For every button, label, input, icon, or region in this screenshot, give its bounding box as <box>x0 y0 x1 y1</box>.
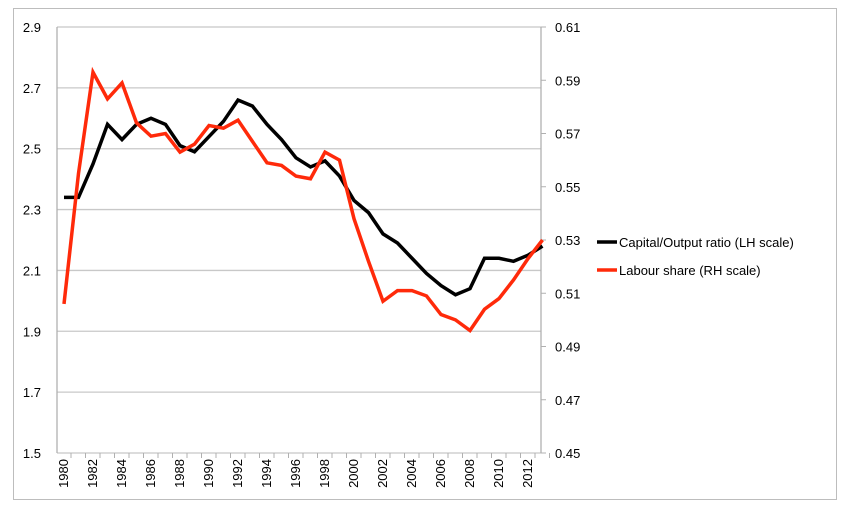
x-axis-tick-label: 1992 <box>230 459 245 488</box>
x-axis-tick-label: 2004 <box>404 459 419 488</box>
series-line-capital-output <box>64 97 544 297</box>
right-axis-tick-label: 0.51 <box>555 286 580 301</box>
right-axis-tick-label: 0.55 <box>555 180 580 195</box>
right-axis-tick-label: 0.47 <box>555 393 580 408</box>
left-axis-tick-label: 1.7 <box>23 385 41 400</box>
right-axis-tick-label: 0.45 <box>555 446 580 461</box>
x-axis-tick-label: 2006 <box>433 459 448 488</box>
legend-label: Labour share (RH scale) <box>619 263 761 278</box>
right-axis-tick-label: 0.57 <box>555 127 580 142</box>
left-axis-tick-label: 2.9 <box>23 20 41 35</box>
x-axis-tick-label: 2000 <box>346 459 361 488</box>
series-line-labour-share <box>62 66 544 334</box>
x-axis-tick-label: 2002 <box>375 459 390 488</box>
left-axis-tick-label: 2.5 <box>23 142 41 157</box>
left-axis-tick-label: 1.9 <box>23 324 41 339</box>
x-axis-tick-label: 1980 <box>56 459 71 488</box>
x-axis-tick-label: 1984 <box>114 459 129 488</box>
x-axis-tick-label: 2008 <box>462 459 477 488</box>
legend-label: Capital/Output ratio (LH scale) <box>619 235 794 250</box>
right-axis-tick-label: 0.49 <box>555 340 580 355</box>
x-axis-tick-label: 1986 <box>143 459 158 488</box>
x-axis-tick-label: 1990 <box>201 459 216 488</box>
x-axis-tick-label: 1988 <box>172 459 187 488</box>
x-axis-tick-label: 1998 <box>317 459 332 488</box>
right-axis-tick-label: 0.61 <box>555 20 580 35</box>
left-axis-tick-label: 2.1 <box>23 263 41 278</box>
left-axis-tick-label: 2.7 <box>23 81 41 96</box>
x-axis-tick-label: 2012 <box>520 459 535 488</box>
left-axis-tick-label: 1.5 <box>23 446 41 461</box>
right-axis-tick-label: 0.59 <box>555 73 580 88</box>
x-axis-tick-label: 1982 <box>85 459 100 488</box>
x-axis-tick-label: 2010 <box>491 459 506 488</box>
x-axis-tick-label: 1994 <box>259 459 274 488</box>
left-axis-tick-label: 2.3 <box>23 203 41 218</box>
chart-frame <box>13 8 837 500</box>
right-axis-tick-label: 0.53 <box>555 233 580 248</box>
x-axis-tick-label: 1996 <box>288 459 303 488</box>
